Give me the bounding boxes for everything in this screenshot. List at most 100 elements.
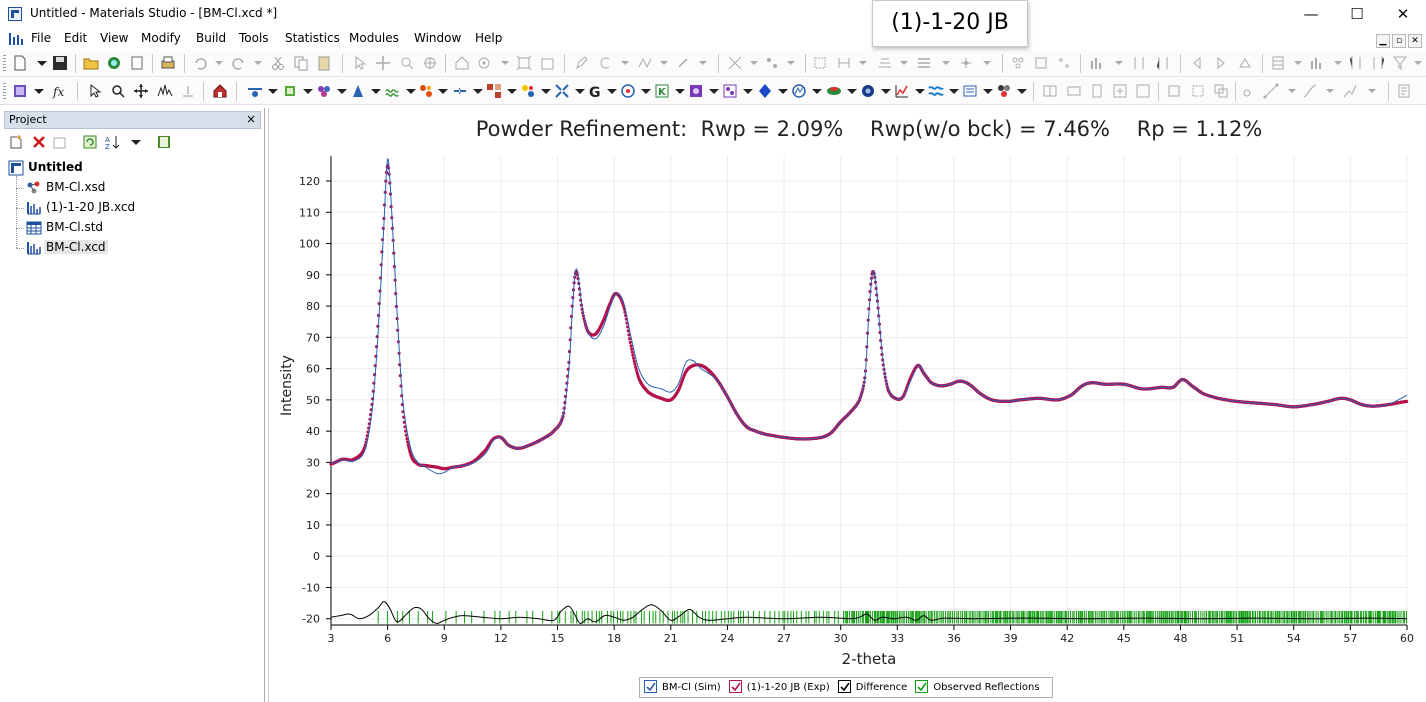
select-arrow-icon[interactable] xyxy=(352,55,368,71)
reset-view-icon[interactable] xyxy=(540,55,556,71)
insert-icon[interactable] xyxy=(1112,83,1128,99)
powder-refinement-chart[interactable]: Powder Refinement: Rwp = 2.09% Rwp(w/o b… xyxy=(269,108,1426,674)
dropdown-arrow-icon[interactable] xyxy=(979,55,995,71)
house-icon[interactable] xyxy=(212,83,228,99)
dropdown-arrow-icon[interactable] xyxy=(128,134,144,150)
cell-icon[interactable] xyxy=(836,55,852,71)
dropdown-arrow-icon[interactable] xyxy=(265,83,281,99)
tree-item[interactable]: BM-Cl.xsd xyxy=(6,178,261,198)
toolbar-grip[interactable] xyxy=(3,55,6,72)
sort-az-icon[interactable]: AZ xyxy=(105,134,121,150)
forcite-icon[interactable] xyxy=(520,83,536,99)
menu-tools[interactable]: Tools xyxy=(239,31,269,45)
dropdown-arrow-icon[interactable] xyxy=(672,83,688,99)
powder-indexing-icon[interactable] xyxy=(962,83,978,99)
atoms-icon[interactable] xyxy=(764,55,780,71)
pencil-icon[interactable] xyxy=(574,55,590,71)
cut-icon[interactable] xyxy=(270,55,286,71)
menu-file[interactable]: File xyxy=(31,31,52,45)
export-icon[interactable] xyxy=(129,55,145,71)
legend-item-difference[interactable]: Difference xyxy=(837,678,907,697)
castep-icon[interactable] xyxy=(350,83,366,99)
distribute-icon[interactable] xyxy=(1190,83,1206,99)
center-view-icon[interactable] xyxy=(476,55,492,71)
dmol3-icon[interactable] xyxy=(418,83,434,99)
morphology-icon[interactable] xyxy=(620,83,636,99)
point-icon[interactable] xyxy=(1242,83,1258,99)
dropdown-arrow-icon[interactable] xyxy=(746,55,762,71)
redo-icon[interactable] xyxy=(231,55,247,71)
import-icon[interactable] xyxy=(106,55,122,71)
dropdown-arrow-icon[interactable] xyxy=(604,83,620,99)
copy-icon[interactable] xyxy=(293,55,309,71)
dropdown-arrow-icon[interactable] xyxy=(31,83,47,99)
save-icon[interactable] xyxy=(52,55,68,71)
dropdown-arrow-icon[interactable] xyxy=(878,83,894,99)
adsorption-locator-icon[interactable] xyxy=(247,83,263,99)
undo-icon[interactable] xyxy=(192,55,208,71)
menu-edit[interactable]: Edit xyxy=(64,31,88,45)
mdi-restore-button[interactable]: ▫ xyxy=(1392,34,1406,48)
checkbox-icon[interactable] xyxy=(728,679,742,693)
sorption-icon[interactable] xyxy=(757,83,773,99)
dropdown-arrow-icon[interactable] xyxy=(1111,55,1127,71)
chain-icon[interactable] xyxy=(637,55,653,71)
dropdown-arrow-icon[interactable] xyxy=(855,55,871,71)
polymorph-icon[interactable]: K xyxy=(654,83,670,99)
tree-item-root[interactable]: Untitled xyxy=(6,158,261,178)
column-icon[interactable] xyxy=(1089,83,1105,99)
toolbar-grip[interactable] xyxy=(3,83,6,100)
blends-icon[interactable] xyxy=(316,83,332,99)
dropdown-arrow-icon[interactable] xyxy=(497,55,513,71)
dropdown-arrow-icon[interactable] xyxy=(403,83,419,99)
dropdown-arrow-icon[interactable] xyxy=(1322,83,1338,99)
dropdown-arrow-icon[interactable] xyxy=(695,55,711,71)
marker-icon[interactable] xyxy=(180,83,196,99)
gulp-icon[interactable] xyxy=(554,83,570,99)
dropdown-arrow-icon[interactable] xyxy=(844,83,860,99)
bond-icon[interactable] xyxy=(676,55,692,71)
dropdown-arrow-icon[interactable] xyxy=(1284,83,1300,99)
ring-icon[interactable] xyxy=(598,55,614,71)
pan-icon[interactable] xyxy=(133,83,149,99)
function-icon[interactable]: fx xyxy=(52,83,68,99)
open-folder-icon[interactable] xyxy=(83,55,99,71)
maximize-button[interactable]: ☐ xyxy=(1350,5,1364,23)
dropdown-arrow-icon[interactable] xyxy=(946,83,962,99)
book-icon[interactable] xyxy=(156,134,172,150)
grid-cell-icon[interactable] xyxy=(1042,83,1058,99)
curve-tool-icon[interactable] xyxy=(1302,83,1318,99)
sort-desc-icon[interactable] xyxy=(1155,55,1171,71)
dpd-icon[interactable] xyxy=(452,83,468,99)
dropdown-arrow-icon[interactable] xyxy=(638,83,654,99)
delete-cell-icon[interactable] xyxy=(1135,83,1151,99)
next-frame-icon[interactable] xyxy=(1212,55,1228,71)
amorphous-cell-icon[interactable] xyxy=(282,83,298,99)
cluster-icon[interactable] xyxy=(1010,55,1026,71)
tree-item[interactable]: BM-Cl.std xyxy=(6,218,261,238)
minimize-button[interactable]: — xyxy=(1303,5,1319,23)
dropdown-arrow-icon[interactable] xyxy=(809,83,825,99)
dropdown-arrow-icon[interactable] xyxy=(1364,83,1380,99)
home-view-icon[interactable] xyxy=(454,55,470,71)
refresh-icon[interactable] xyxy=(82,134,98,150)
row-icon[interactable] xyxy=(1066,83,1082,99)
zoom-icon[interactable] xyxy=(399,55,415,71)
vamp-icon[interactable] xyxy=(826,83,842,99)
print-icon[interactable] xyxy=(160,55,176,71)
layers-icon[interactable] xyxy=(916,55,932,71)
qmera-icon[interactable] xyxy=(688,83,704,99)
mdi-minimize-button[interactable]: ▁ xyxy=(1376,34,1390,48)
new-item-icon[interactable] xyxy=(8,134,24,150)
legend-item-sim[interactable]: BM-Cl (Sim) xyxy=(644,678,721,697)
table-icon[interactable] xyxy=(1270,55,1286,71)
dropdown-arrow-icon[interactable] xyxy=(783,55,799,71)
column-chart-icon[interactable] xyxy=(1309,55,1325,71)
dropdown-arrow-icon[interactable] xyxy=(896,55,912,71)
analysis-chart-icon[interactable] xyxy=(894,83,910,99)
bar-chart-icon[interactable] xyxy=(1089,55,1105,71)
new-document-icon[interactable] xyxy=(12,55,28,71)
legend-item-exp[interactable]: (1)-1-20 JB (Exp) xyxy=(728,678,830,697)
surface-icon[interactable] xyxy=(877,55,893,71)
project-panel-close-button[interactable]: × xyxy=(245,112,256,126)
